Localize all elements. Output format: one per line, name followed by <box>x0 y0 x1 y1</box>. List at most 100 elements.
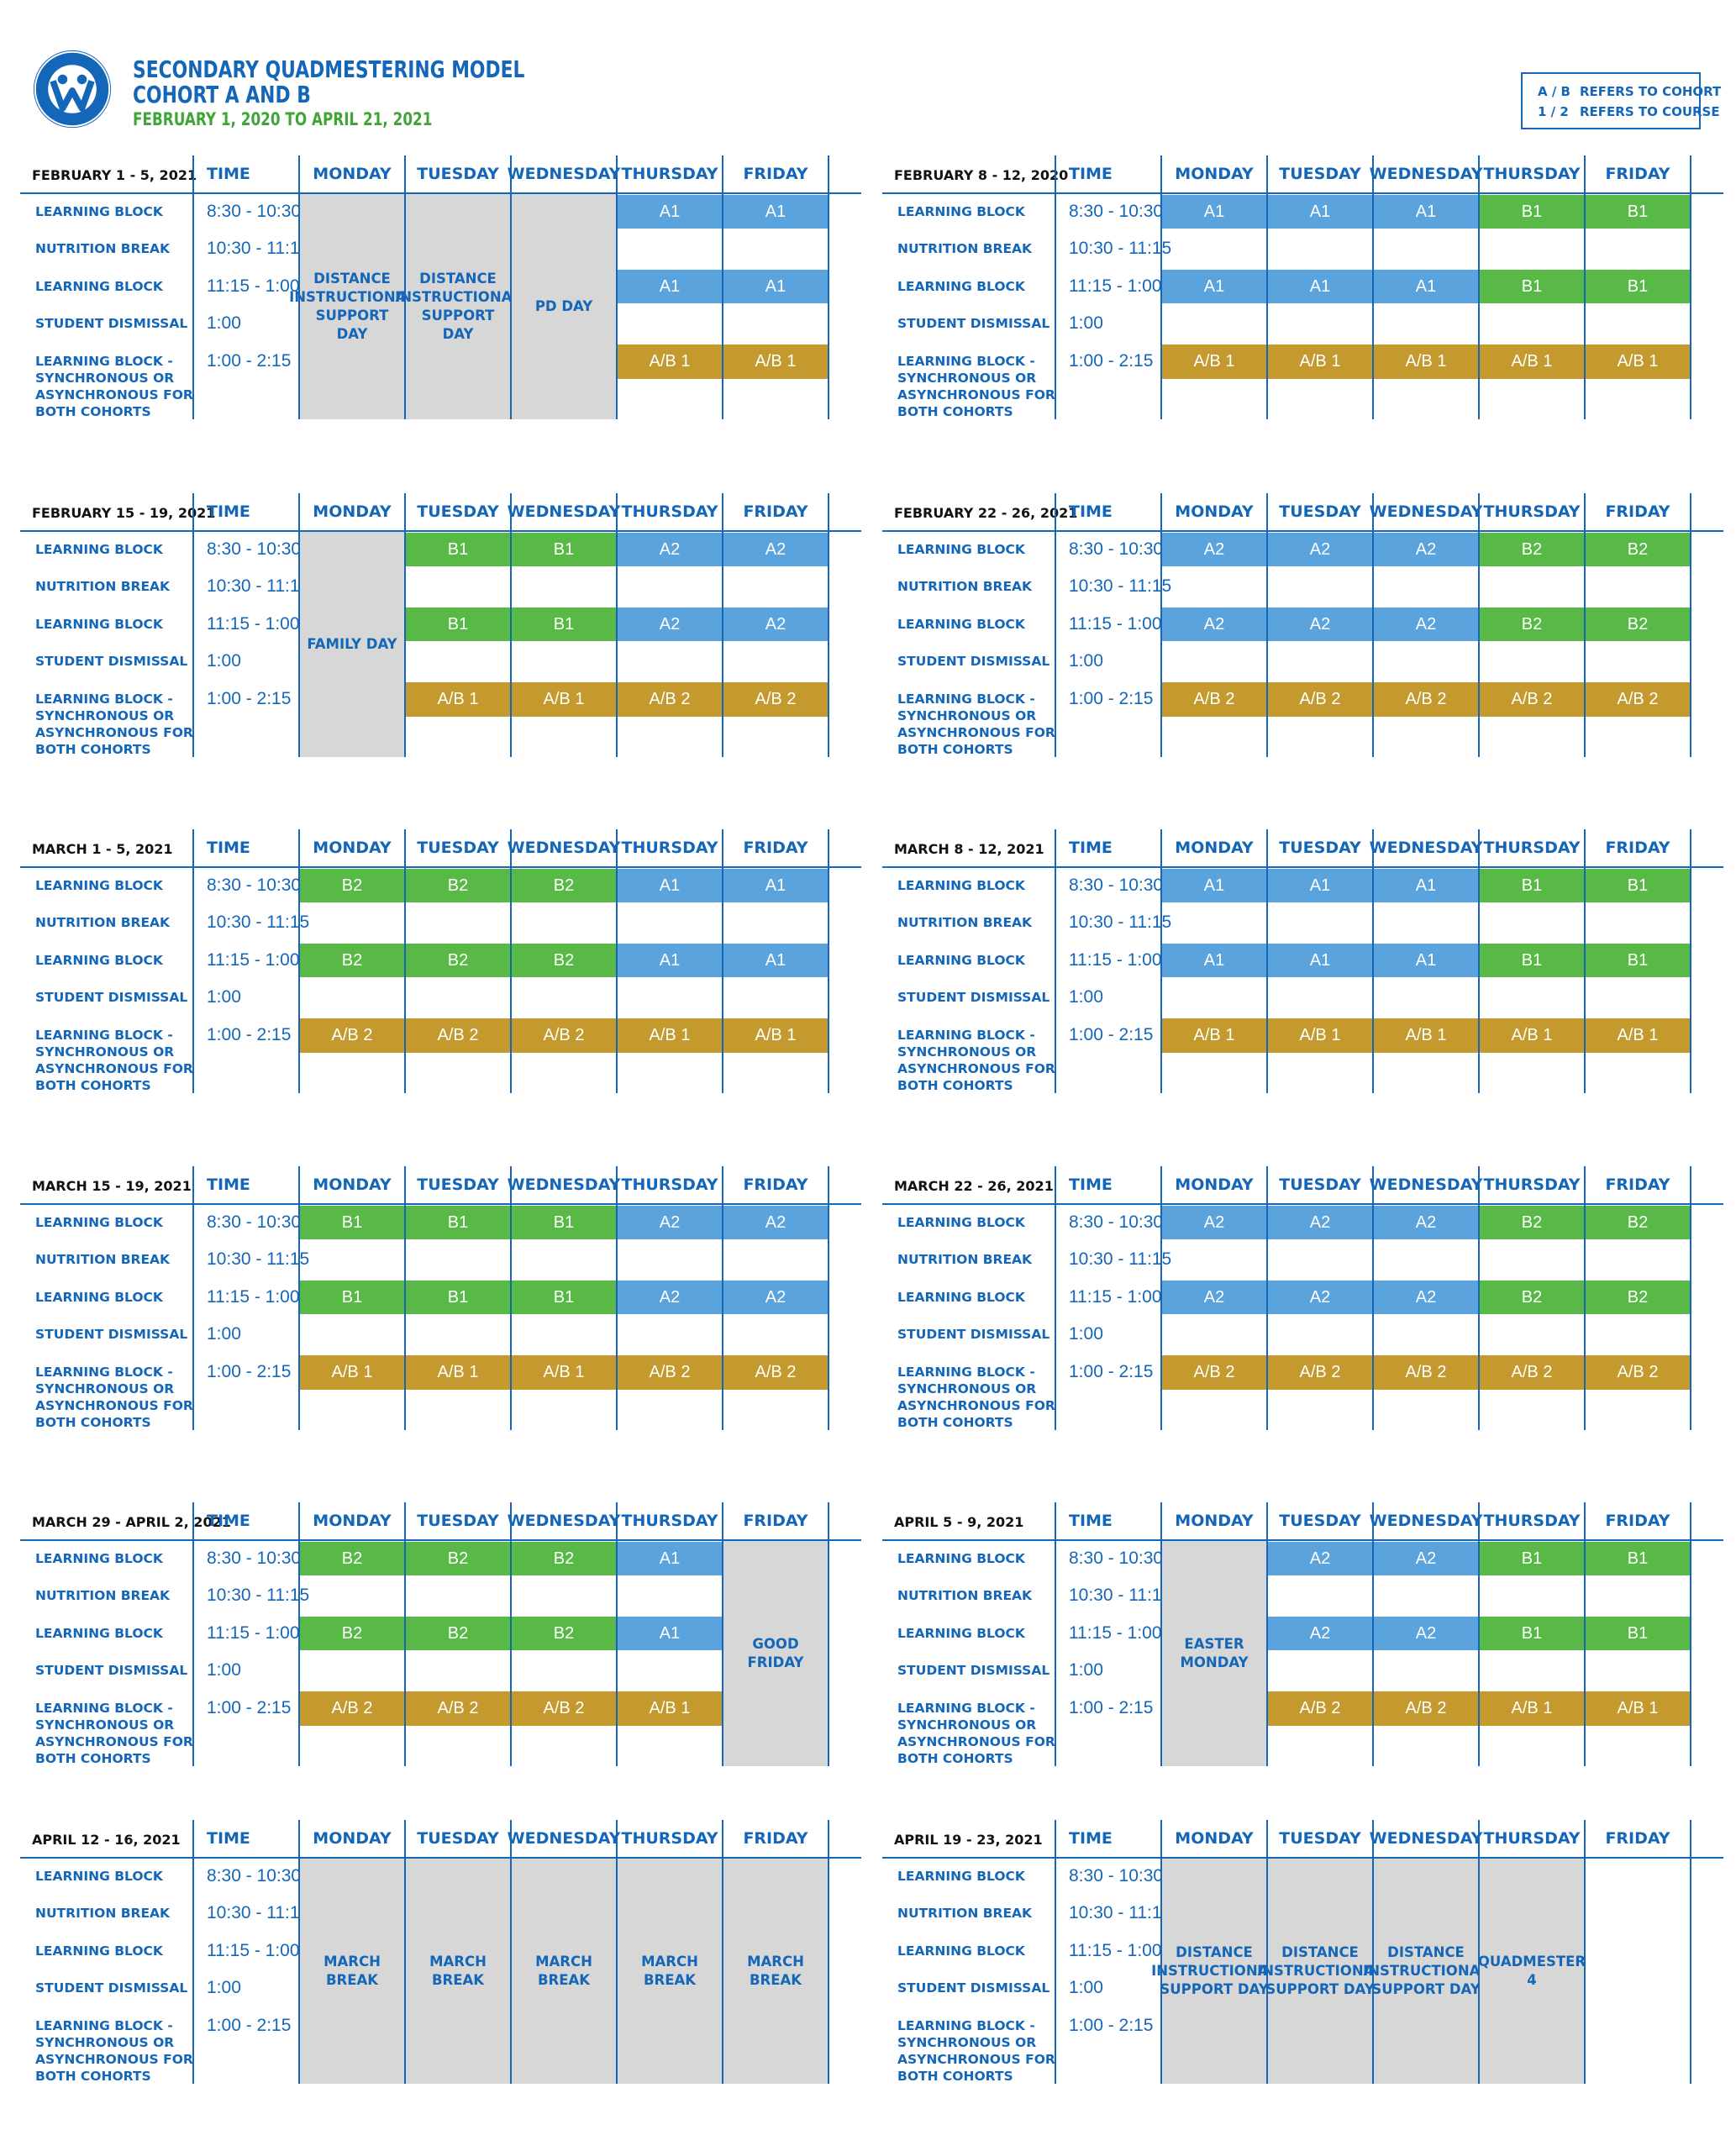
column-divider <box>1266 829 1268 1093</box>
row-label-line: STUDENT DISMISSAL <box>35 1663 188 1678</box>
class-cell: B1 <box>512 607 616 641</box>
row-label-line: LEARNING BLOCK <box>897 953 1025 968</box>
column-divider <box>298 493 300 757</box>
legend-key: A / B <box>1538 84 1570 99</box>
row-time: 10:30 - 11:15 <box>207 1586 310 1605</box>
row-label-line: ASYNCHRONOUS FOR <box>897 2052 1055 2067</box>
row-label-line: NUTRITION BREAK <box>35 915 171 930</box>
class-cell: A2 <box>618 607 722 641</box>
row-label-line: ASYNCHRONOUS FOR <box>897 725 1055 740</box>
row-label-line: ASYNCHRONOUS FOR <box>897 1734 1055 1749</box>
row-label: STUDENT DISMISSAL <box>897 1326 1049 1343</box>
row-label-line: LEARNING BLOCK <box>897 1626 1025 1641</box>
class-cell: B2 <box>300 869 404 902</box>
column-divider <box>1055 1502 1056 1766</box>
day-header-friday: FRIDAY <box>743 502 808 521</box>
row-label: NUTRITION BREAK <box>897 914 1032 931</box>
week-header <box>20 1166 861 1205</box>
row-label-line: NUTRITION BREAK <box>897 915 1033 930</box>
row-label-line: STUDENT DISMISSAL <box>897 1980 1050 1996</box>
non-class-day-line: BREAK <box>749 1972 802 1988</box>
day-header-tuesday: TUESDAY <box>417 1175 499 1194</box>
class-cell: B1 <box>1480 195 1584 229</box>
class-cell: A1 <box>1374 944 1478 977</box>
row-label: NUTRITION BREAK <box>35 1905 170 1922</box>
row-label-line: LEARNING BLOCK <box>897 204 1025 219</box>
row-label: NUTRITION BREAK <box>897 578 1032 595</box>
class-cell: A2 <box>1374 1281 1478 1314</box>
row-label-line: BOTH COHORTS <box>897 1415 1013 1430</box>
row-time: 8:30 - 10:30 <box>1069 1866 1164 1885</box>
row-time: 1:00 <box>207 651 241 671</box>
row-label: LEARNING BLOCK <box>35 616 163 633</box>
non-class-day-line: BREAK <box>431 1972 485 1988</box>
non-class-day-block: DISTANCE INSTRUCTIONAL SUPPORT DAY <box>289 194 415 419</box>
column-divider <box>828 155 829 419</box>
row-time: 1:00 - 2:15 <box>1069 1362 1154 1381</box>
date-range-subtitle: FEBRUARY 1, 2020 TO APRIL 21, 2021 <box>133 109 433 129</box>
row-label-line: LEARNING BLOCK <box>897 1943 1025 1959</box>
non-class-day-line: MONDAY <box>1180 1654 1249 1670</box>
column-divider <box>1160 1502 1162 1766</box>
class-cell: B1 <box>1586 270 1690 303</box>
non-class-day-line: QUADMESTER 4 <box>1477 1954 1586 1988</box>
row-label: LEARNING BLOCK <box>897 1625 1025 1642</box>
row-label-line: NUTRITION BREAK <box>35 579 171 594</box>
class-cell: A/B 1 <box>1586 344 1690 379</box>
non-class-day-text: DISTANCE INSTRUCTIONAL SUPPORT DAY <box>1257 1943 1383 1999</box>
row-time: 10:30 - 11:15 <box>1069 576 1172 596</box>
week-title: FEBRUARY 15 - 19, 2021 <box>32 505 216 521</box>
class-cell: B2 <box>512 869 616 902</box>
row-time: 1:00 <box>207 987 241 1007</box>
non-class-day-text: MARCH BREAK <box>747 1953 804 1990</box>
column-divider <box>192 155 194 419</box>
column-divider <box>1055 829 1056 1093</box>
column-divider <box>1055 155 1056 419</box>
day-header-monday: MONDAY <box>1175 165 1254 183</box>
class-cell: A1 <box>1268 270 1372 303</box>
day-header-wednesday: WEDNESDAY <box>507 502 621 521</box>
class-cell: A2 <box>1268 1281 1372 1314</box>
row-time: 8:30 - 10:30 <box>1069 1212 1164 1232</box>
row-time: 10:30 - 11:15 <box>1069 1586 1172 1605</box>
column-divider <box>298 155 300 419</box>
column-divider <box>828 1820 829 2084</box>
row-time: 10:30 - 11:15 <box>207 1903 310 1922</box>
column-divider <box>404 155 406 419</box>
day-header-friday: FRIDAY <box>743 165 808 183</box>
class-cell: A2 <box>1268 1542 1372 1575</box>
row-label-line: ASYNCHRONOUS FOR <box>35 1061 193 1076</box>
non-class-day-line: SUPPORT DAY <box>1265 1981 1375 1997</box>
row-time: 1:00 - 2:15 <box>207 2016 292 2035</box>
row-label: LEARNING BLOCK <box>35 1214 163 1231</box>
row-time: 8:30 - 10:30 <box>207 539 302 559</box>
column-divider <box>1690 829 1691 1093</box>
class-cell: A2 <box>1374 1542 1478 1575</box>
non-class-day-line: DISTANCE <box>1387 1944 1465 1960</box>
day-header-tuesday: TUESDAY <box>1279 839 1361 857</box>
row-label: LEARNING BLOCK - SYNCHRONOUS OR ASYNCHRONO… <box>897 1364 1055 1431</box>
class-cell: A/B 1 <box>618 1018 722 1053</box>
day-header-tuesday: TUESDAY <box>417 165 499 183</box>
class-cell: B1 <box>406 1206 510 1239</box>
class-cell: B2 <box>512 1617 616 1650</box>
row-label: NUTRITION BREAK <box>35 578 170 595</box>
row-label: LEARNING BLOCK - SYNCHRONOUS OR ASYNCHRONO… <box>897 1027 1055 1094</box>
row-label: STUDENT DISMISSAL <box>897 315 1049 332</box>
day-header-tuesday: TUESDAY <box>417 1512 499 1530</box>
class-cell: A2 <box>1268 533 1372 566</box>
week-header <box>20 829 861 868</box>
row-time: 10:30 - 11:15 <box>1069 1249 1172 1269</box>
class-cell: B2 <box>406 944 510 977</box>
day-header-monday: MONDAY <box>313 1829 392 1848</box>
column-divider <box>1372 493 1374 757</box>
row-label-line: LEARNING BLOCK <box>35 953 163 968</box>
column-divider <box>828 1502 829 1766</box>
class-cell: A/B 1 <box>1480 1018 1584 1053</box>
class-cell: A/B 2 <box>300 1691 404 1726</box>
row-label-line: BOTH COHORTS <box>897 2069 1013 2084</box>
class-cell: A1 <box>723 195 828 229</box>
row-time: 1:00 <box>207 1324 241 1344</box>
row-time: 11:15 - 1:00 <box>207 1623 300 1643</box>
row-time: 11:15 - 1:00 <box>207 614 300 634</box>
